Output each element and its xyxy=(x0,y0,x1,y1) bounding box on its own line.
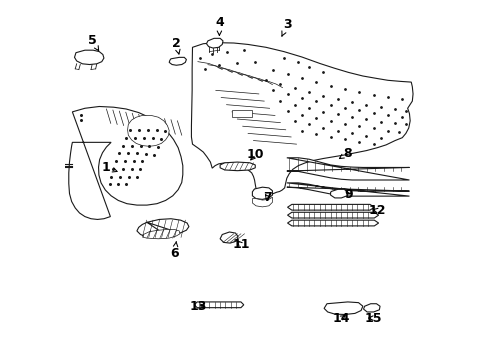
Text: 3: 3 xyxy=(281,18,291,36)
Polygon shape xyxy=(220,232,238,243)
Polygon shape xyxy=(169,57,186,65)
Polygon shape xyxy=(252,197,272,207)
Polygon shape xyxy=(137,219,188,238)
Text: 5: 5 xyxy=(87,33,99,51)
Text: 13: 13 xyxy=(189,300,206,313)
Polygon shape xyxy=(220,162,255,171)
Text: 1: 1 xyxy=(102,161,117,174)
Text: 15: 15 xyxy=(364,311,381,325)
Polygon shape xyxy=(74,50,104,64)
Text: 10: 10 xyxy=(246,148,264,161)
Polygon shape xyxy=(287,204,373,210)
Text: 2: 2 xyxy=(172,37,181,54)
Polygon shape xyxy=(143,229,180,239)
Polygon shape xyxy=(286,158,408,180)
Polygon shape xyxy=(252,187,272,199)
Polygon shape xyxy=(287,212,378,218)
Polygon shape xyxy=(191,42,412,196)
Polygon shape xyxy=(363,304,379,312)
Polygon shape xyxy=(286,183,408,196)
Text: 9: 9 xyxy=(344,188,352,201)
Text: 4: 4 xyxy=(215,16,224,35)
Text: 8: 8 xyxy=(339,147,351,159)
Text: 7: 7 xyxy=(263,192,272,204)
Polygon shape xyxy=(324,302,362,315)
Polygon shape xyxy=(330,189,347,198)
Polygon shape xyxy=(231,110,251,117)
Polygon shape xyxy=(206,39,223,48)
Polygon shape xyxy=(194,302,244,308)
Polygon shape xyxy=(69,107,183,220)
Text: 14: 14 xyxy=(332,311,349,325)
Text: 12: 12 xyxy=(367,204,385,217)
Polygon shape xyxy=(287,220,378,226)
Polygon shape xyxy=(127,116,169,146)
Text: 6: 6 xyxy=(170,242,179,260)
Text: 11: 11 xyxy=(232,238,249,251)
